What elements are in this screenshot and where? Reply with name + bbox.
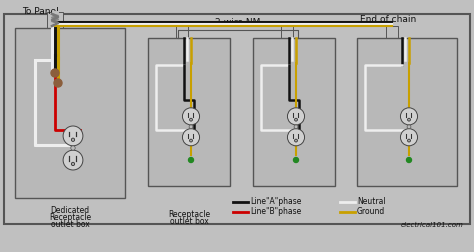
Bar — [386, 26, 398, 38]
FancyBboxPatch shape — [176, 104, 206, 150]
Circle shape — [407, 125, 411, 129]
Circle shape — [189, 125, 193, 129]
Circle shape — [401, 129, 418, 146]
Circle shape — [51, 69, 59, 77]
Circle shape — [63, 150, 83, 170]
Circle shape — [407, 158, 411, 163]
Text: outlet box: outlet box — [51, 220, 90, 229]
Text: Neutral: Neutral — [357, 198, 386, 206]
Text: outlet box: outlet box — [170, 217, 209, 226]
Text: electrical101.com: electrical101.com — [401, 222, 464, 228]
FancyBboxPatch shape — [281, 104, 311, 150]
Text: 2-wire NM: 2-wire NM — [215, 18, 261, 27]
Bar — [253, 38, 335, 186]
Circle shape — [294, 139, 297, 142]
Bar — [47, 12, 63, 28]
Text: End of chain: End of chain — [360, 15, 416, 23]
Circle shape — [408, 139, 410, 142]
Text: Line"B"phase: Line"B"phase — [250, 207, 301, 216]
Bar — [4, 14, 470, 224]
Text: Receptacle: Receptacle — [168, 210, 210, 219]
Circle shape — [401, 108, 418, 125]
Circle shape — [182, 129, 200, 146]
FancyBboxPatch shape — [394, 104, 424, 150]
Bar — [357, 38, 457, 186]
Text: Line"A"phase: Line"A"phase — [250, 198, 301, 206]
Circle shape — [287, 108, 305, 125]
Circle shape — [182, 108, 200, 125]
Circle shape — [189, 158, 193, 163]
Circle shape — [72, 162, 74, 166]
Circle shape — [63, 126, 83, 146]
FancyBboxPatch shape — [56, 121, 90, 175]
Text: Receptacle: Receptacle — [49, 213, 91, 222]
Circle shape — [72, 138, 74, 141]
Circle shape — [54, 79, 62, 87]
Circle shape — [294, 118, 297, 121]
Text: Ground: Ground — [357, 207, 385, 216]
Circle shape — [287, 129, 305, 146]
Circle shape — [190, 139, 192, 142]
Text: To Panel: To Panel — [22, 7, 59, 16]
Bar — [15, 28, 125, 198]
Bar — [148, 38, 230, 186]
Circle shape — [71, 146, 75, 150]
Circle shape — [190, 118, 192, 121]
Text: Dedicated: Dedicated — [50, 206, 90, 215]
Circle shape — [293, 158, 299, 163]
Bar — [176, 26, 188, 38]
Bar — [281, 26, 293, 38]
Circle shape — [294, 125, 298, 129]
Circle shape — [408, 118, 410, 121]
